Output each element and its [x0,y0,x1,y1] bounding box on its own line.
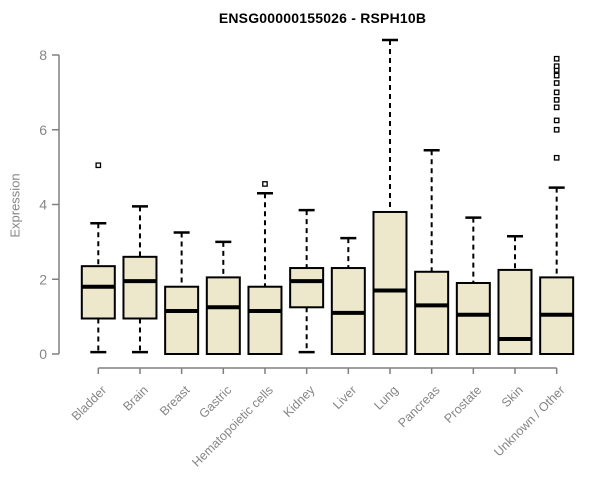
iqr-box [372,210,408,355]
outlier-point [553,97,560,103]
y-tick-label: 2 [39,271,47,287]
box-kidney [289,208,325,354]
x-category-label-lung: Lung [371,383,401,413]
iqr-box [80,265,116,320]
box-lung [372,38,408,355]
x-category-label-liver: Liver [330,383,359,412]
x-category-label-breast: Breast [157,383,193,419]
x-category-label-skin: Skin [499,383,526,410]
iqr-box [455,281,491,355]
y-axis: 0 2 4 6 8 [39,47,60,362]
x-category-label-gastric: Gastric [196,383,234,421]
y-tick-label: 8 [39,47,47,63]
outlier-point [553,63,560,70]
outlier-point [553,80,560,86]
outlier-point [95,162,102,169]
box-breast [164,231,200,356]
y-tick-label: 0 [39,346,47,362]
iqr-box [247,285,283,356]
outlier-point [553,126,560,133]
x-category-label-prostate: Prostate [441,383,484,426]
box-brain [122,205,158,354]
iqr-box [497,268,533,355]
x-category-label-unknown-other: Unknown / Other [491,383,567,459]
box-bladder [80,162,116,354]
box-pancreas [414,149,450,355]
box-prostate [455,216,491,355]
outlier-point [553,117,560,124]
x-category-label-hematopoietic-cells: Hematopoietic cells [189,383,276,470]
y-tick-label: 4 [39,197,47,213]
box-liver [330,236,366,356]
box-hematopoietic-cells [247,181,283,356]
x-category-label-kidney: Kidney [281,383,318,420]
box-unknown-other [539,55,575,356]
iqr-box [205,276,241,356]
outlier-point [553,55,560,62]
box-gastric [205,240,241,356]
chart-title: ENSG00000155026 - RSPH10B [218,10,427,26]
outlier-point [553,89,560,96]
y-tick-label: 6 [39,122,47,138]
x-category-label-bladder: Bladder [69,383,109,423]
iqr-box [122,255,158,320]
outlier-point [553,72,560,79]
iqr-box [414,270,450,355]
x-category-label-brain: Brain [120,383,151,414]
outlier-point [262,181,268,187]
outlier-point [553,154,560,161]
x-category-label-pancreas: Pancreas [395,383,442,430]
iqr-box [289,267,325,309]
box-skin [497,235,533,355]
iqr-box [164,285,200,356]
outlier-point [553,104,560,111]
